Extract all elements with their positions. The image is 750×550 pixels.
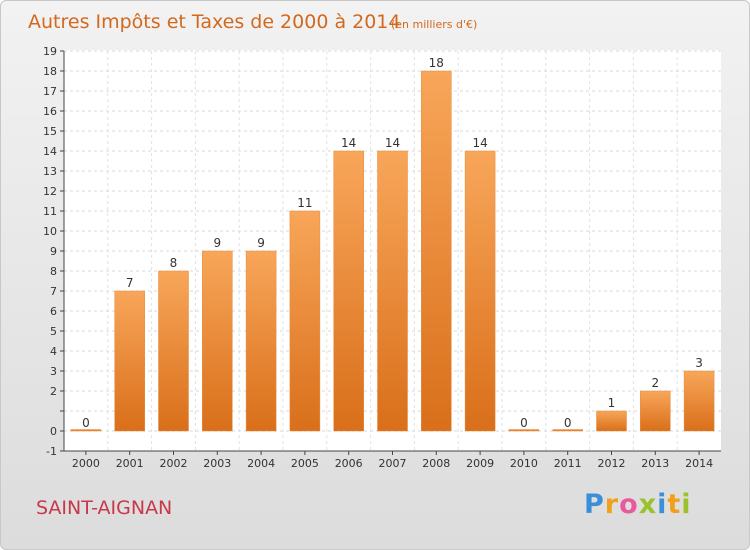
y-tick-label: 0 — [50, 425, 57, 438]
x-tick-label: 2014 — [685, 457, 713, 470]
y-tick-label: -1 — [46, 445, 57, 458]
logo-letter: P — [584, 489, 605, 520]
x-tick-label: 2010 — [510, 457, 538, 470]
bar-value-label: 11 — [297, 196, 312, 210]
chart-title: Autres Impôts et Taxes de 2000 à 2014 — [28, 11, 401, 33]
logo-letter: o — [619, 489, 639, 520]
bar-value-label: 18 — [429, 56, 444, 70]
x-tick-label: 2012 — [598, 457, 626, 470]
bars: 0 7 8 9 9 11 14 14 18 14 0 0 1 2 3 — [70, 56, 715, 432]
bar-value-label: 14 — [385, 136, 400, 150]
x-tick-label: 2005 — [291, 457, 319, 470]
x-tick-label: 2003 — [203, 457, 231, 470]
y-tick-label: 9 — [50, 245, 57, 258]
y-tick-label: 3 — [50, 365, 57, 378]
y-tick-label: 16 — [43, 105, 57, 118]
logo-letter: x — [638, 489, 658, 520]
bar — [158, 270, 189, 432]
y-tick-label: 18 — [43, 65, 57, 78]
y-tick-label: 7 — [50, 285, 57, 298]
bar — [421, 70, 452, 432]
bar-value-label: 9 — [213, 236, 221, 250]
bar — [552, 429, 583, 432]
x-tick-label: 2002 — [160, 457, 188, 470]
y-tick-label: 11 — [43, 205, 57, 218]
bar — [289, 210, 321, 432]
bar — [464, 150, 496, 432]
bar — [640, 390, 671, 432]
x-tick-label: 2011 — [554, 457, 582, 470]
chart-subtitle: (en milliers d'€) — [391, 18, 477, 31]
y-tick-label: 19 — [43, 45, 57, 58]
bar-value-label: 9 — [257, 236, 265, 250]
x-tick-label: 2004 — [247, 457, 275, 470]
bar-value-label: 14 — [341, 136, 356, 150]
bar — [114, 290, 145, 432]
bar — [596, 410, 627, 432]
bar-value-label: 7 — [126, 276, 134, 290]
x-tick-label: 2006 — [335, 457, 363, 470]
bar-value-label: 0 — [520, 416, 528, 430]
y-tick-label: 6 — [50, 305, 57, 318]
y-tick-label: 10 — [43, 225, 57, 238]
bar — [683, 370, 715, 432]
bar-value-label: 0 — [564, 416, 572, 430]
logo-letter: t — [667, 489, 682, 520]
x-tick-label: 2008 — [422, 457, 450, 470]
bar-value-label: 2 — [651, 376, 659, 390]
x-tick-label: 2000 — [72, 457, 100, 470]
commune-label: SAINT-AIGNAN — [36, 497, 172, 519]
y-tick-label: 13 — [43, 165, 57, 178]
y-tick-label: 4 — [50, 345, 57, 358]
y-tick-label: 5 — [50, 325, 57, 338]
bar — [245, 250, 277, 432]
bar — [377, 150, 408, 432]
bar-value-label: 3 — [695, 356, 703, 370]
y-tick-label: 12 — [43, 185, 57, 198]
x-tick-label: 2007 — [379, 457, 407, 470]
bar — [333, 150, 364, 432]
bar-value-label: 1 — [608, 396, 616, 410]
x-tick-label: 2001 — [116, 457, 144, 470]
y-tick-label: 15 — [43, 125, 57, 138]
bar-value-label: 0 — [82, 416, 90, 430]
bar-value-label: 8 — [170, 256, 178, 270]
logo-letter: i — [681, 489, 692, 520]
x-tick-label: 2009 — [466, 457, 494, 470]
bar — [70, 429, 102, 432]
proxiti-logo: Proxiti — [584, 489, 692, 520]
y-tick-label: 17 — [43, 85, 57, 98]
bar-value-label: 14 — [472, 136, 487, 150]
bar — [202, 250, 233, 432]
y-tick-label: 14 — [43, 145, 57, 158]
bar — [508, 429, 540, 432]
x-tick-label: 2013 — [641, 457, 669, 470]
y-tick-label: 8 — [50, 265, 57, 278]
y-tick-label: 2 — [50, 385, 57, 398]
logo-letter: r — [604, 489, 620, 520]
logo-letter: i — [657, 489, 668, 520]
